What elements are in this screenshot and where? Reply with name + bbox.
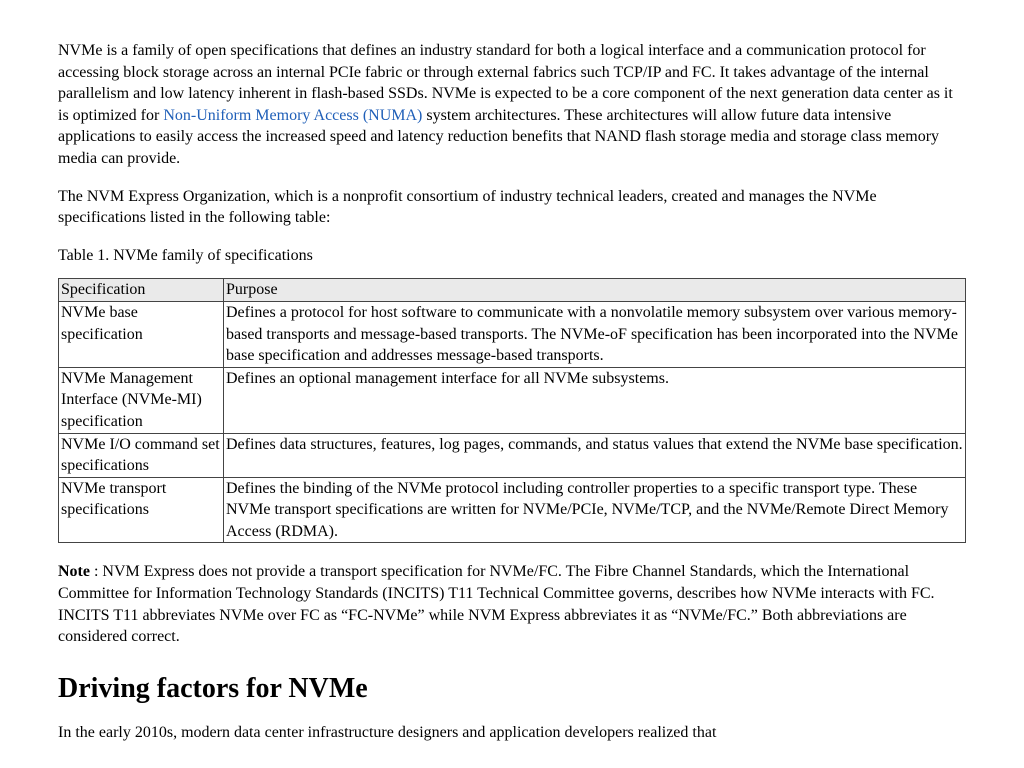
cutoff-paragraph: In the early 2010s, modern data center i…	[58, 722, 966, 744]
table-caption: Table 1. NVMe family of specifications	[58, 245, 966, 267]
org-paragraph: The NVM Express Organization, which is a…	[58, 186, 966, 229]
note-paragraph: Note : NVM Express does not provide a tr…	[58, 561, 966, 647]
note-label: Note	[58, 563, 90, 580]
specs-table: Specification Purpose NVMe base specific…	[58, 278, 966, 543]
cell-spec: NVMe I/O command set specifications	[59, 433, 224, 477]
table-row: NVMe I/O command set specifications Defi…	[59, 433, 966, 477]
intro-paragraph: NVMe is a family of open specifications …	[58, 40, 966, 170]
numa-link[interactable]: Non-Uniform Memory Access (NUMA)	[163, 107, 422, 124]
cell-spec: NVMe transport specifications	[59, 477, 224, 543]
cell-spec: NVMe base specification	[59, 301, 224, 367]
table-header-row: Specification Purpose	[59, 279, 966, 302]
table-row: NVMe transport specifications Defines th…	[59, 477, 966, 543]
section-heading: Driving factors for NVMe	[58, 670, 966, 708]
cell-purpose: Defines an optional management interface…	[224, 367, 966, 433]
table-row: NVMe Management Interface (NVMe-MI) spec…	[59, 367, 966, 433]
table-row: NVMe base specification Defines a protoc…	[59, 301, 966, 367]
cell-spec: NVMe Management Interface (NVMe-MI) spec…	[59, 367, 224, 433]
cell-purpose: Defines the binding of the NVMe protocol…	[224, 477, 966, 543]
col-header-purpose: Purpose	[224, 279, 966, 302]
note-body: : NVM Express does not provide a transpo…	[58, 563, 935, 645]
cell-purpose: Defines a protocol for host software to …	[224, 301, 966, 367]
cell-purpose: Defines data structures, features, log p…	[224, 433, 966, 477]
col-header-spec: Specification	[59, 279, 224, 302]
